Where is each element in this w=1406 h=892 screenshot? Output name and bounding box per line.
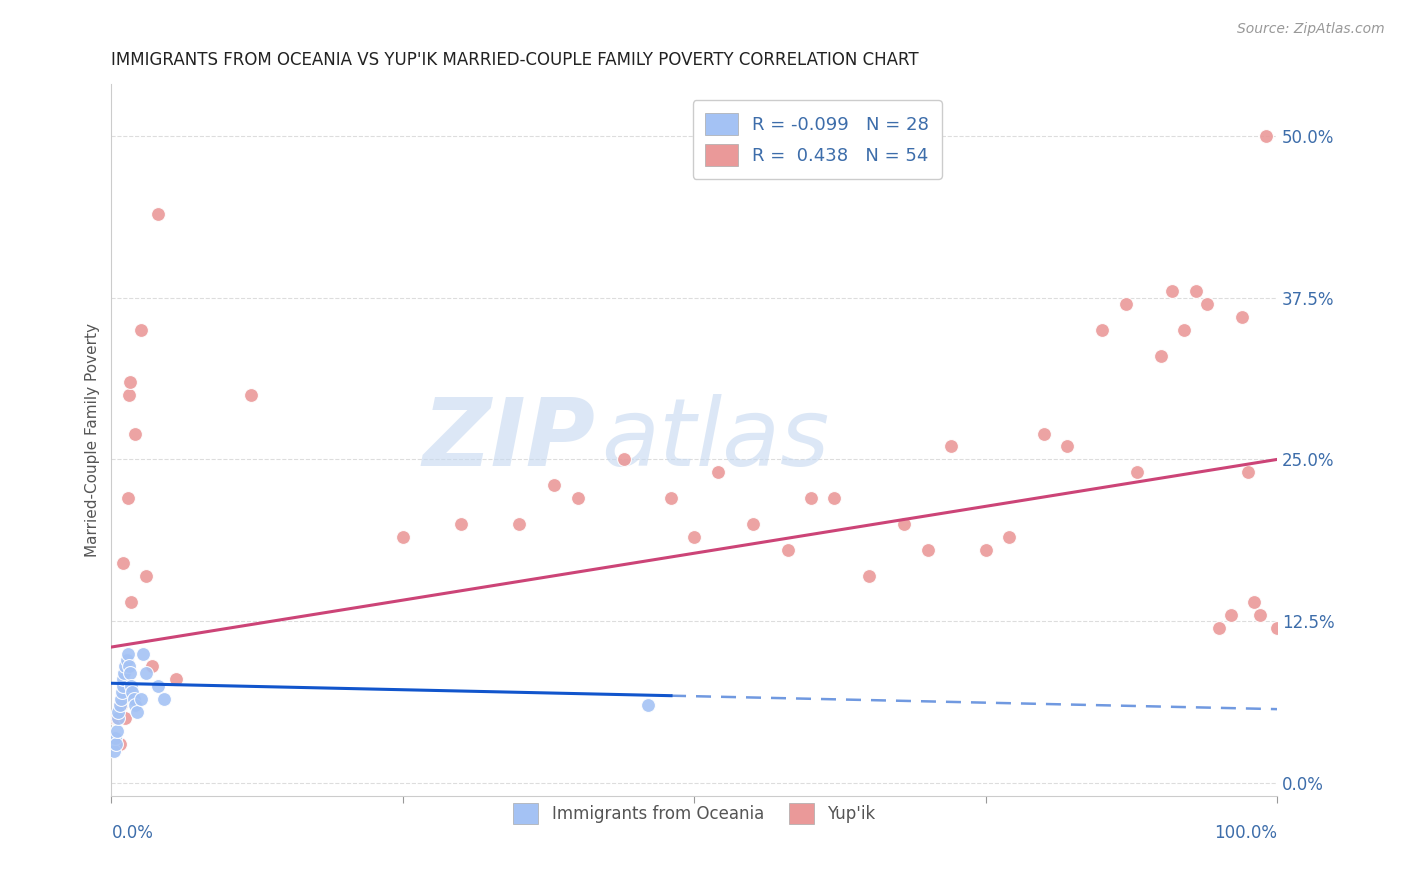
Point [1173, 323, 1195, 337]
Text: 0.0%: 0.0% [111, 824, 153, 842]
Point [107, 705, 129, 719]
Point [998, 530, 1021, 544]
Point [104, 731, 127, 745]
Point [146, 679, 169, 693]
Point [823, 491, 845, 506]
Point [1243, 595, 1265, 609]
Point [1161, 284, 1184, 298]
Point [118, 387, 141, 401]
Legend: Immigrants from Oceania, Yup'ik: Immigrants from Oceania, Yup'ik [506, 797, 882, 830]
Point [105, 724, 128, 739]
Point [637, 698, 659, 713]
Text: IMMIGRANTS FROM OCEANIA VS YUP'IK MARRIED-COUPLE FAMILY POVERTY CORRELATION CHAR: IMMIGRANTS FROM OCEANIA VS YUP'IK MARRIE… [111, 51, 920, 69]
Point [659, 491, 682, 506]
Point [120, 679, 142, 693]
Point [129, 691, 152, 706]
Point [1115, 297, 1137, 311]
Point [974, 543, 997, 558]
Point [112, 673, 135, 687]
Point [110, 691, 132, 706]
Point [858, 569, 880, 583]
Point [240, 387, 263, 401]
Point [117, 491, 139, 506]
Point [114, 711, 136, 725]
Point [392, 530, 415, 544]
Point [1056, 440, 1078, 454]
Point [893, 517, 915, 532]
Point [1126, 466, 1149, 480]
Point [114, 659, 136, 673]
Point [1232, 310, 1254, 324]
Point [800, 491, 823, 506]
Point [706, 466, 728, 480]
Point [135, 569, 157, 583]
Point [112, 665, 135, 680]
Point [125, 705, 148, 719]
Point [120, 375, 142, 389]
Point [1249, 607, 1271, 622]
Point [104, 711, 127, 725]
Point [1219, 607, 1241, 622]
Point [112, 556, 135, 570]
Text: ZIP: ZIP [422, 394, 595, 486]
Point [1091, 323, 1114, 337]
Point [121, 685, 143, 699]
Point [135, 665, 157, 680]
Point [117, 647, 139, 661]
Point [917, 543, 939, 558]
Point [103, 743, 125, 757]
Point [141, 659, 163, 673]
Point [567, 491, 589, 506]
Y-axis label: Married-Couple Family Poverty: Married-Couple Family Poverty [86, 323, 100, 557]
Point [105, 737, 128, 751]
Point [1208, 621, 1230, 635]
Point [741, 517, 763, 532]
Point [111, 685, 134, 699]
Text: 100.0%: 100.0% [1215, 824, 1277, 842]
Point [115, 653, 138, 667]
Point [683, 530, 706, 544]
Point [129, 323, 152, 337]
Text: Source: ZipAtlas.com: Source: ZipAtlas.com [1237, 22, 1385, 37]
Point [165, 673, 187, 687]
Point [543, 478, 565, 492]
Point [153, 691, 176, 706]
Point [939, 440, 962, 454]
Point [776, 543, 799, 558]
Point [1197, 297, 1219, 311]
Point [450, 517, 472, 532]
Point [120, 595, 142, 609]
Point [1150, 349, 1173, 363]
Point [110, 698, 132, 713]
Point [146, 206, 169, 220]
Point [120, 665, 142, 680]
Point [1265, 621, 1288, 635]
Point [1184, 284, 1206, 298]
Point [124, 426, 146, 441]
Point [124, 698, 146, 713]
Point [112, 679, 135, 693]
Point [105, 711, 128, 725]
Point [108, 698, 131, 713]
Point [132, 647, 155, 661]
Point [122, 691, 145, 706]
Point [118, 659, 141, 673]
Text: atlas: atlas [602, 394, 830, 485]
Point [1237, 466, 1260, 480]
Point [1033, 426, 1056, 441]
Point [1254, 128, 1277, 143]
Point [107, 711, 129, 725]
Point [108, 737, 131, 751]
Point [508, 517, 530, 532]
Point [613, 452, 636, 467]
